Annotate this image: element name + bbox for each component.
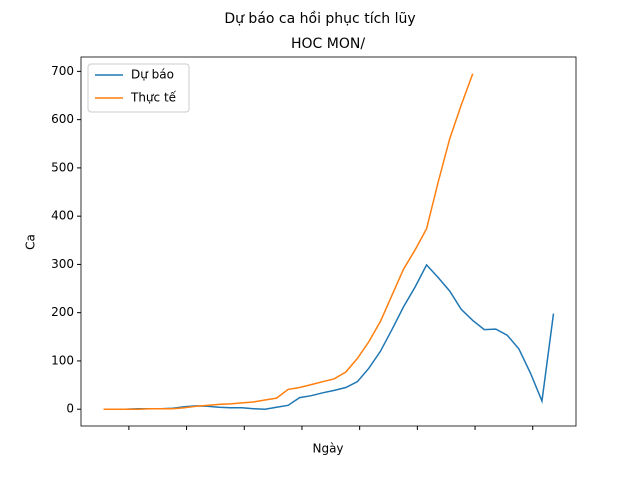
y-tick-label: 200 [51, 305, 74, 319]
line [103, 263, 555, 410]
y-axis-label: Ca [24, 234, 38, 250]
y-tick-label: 500 [51, 160, 74, 174]
plot-frame [80, 56, 577, 427]
legend-box [87, 63, 190, 113]
y-tick-label: 100 [51, 353, 74, 367]
chart-title: Dự báo ca hồi phục tích lũy [224, 10, 415, 27]
y-tick-label: 400 [51, 209, 74, 223]
chart-subtitle: HOC MON/ [291, 36, 365, 52]
y-tick-label: 600 [51, 112, 74, 126]
legend-label: Dự báo [131, 68, 174, 82]
x-axis-label: Ngày [312, 442, 343, 456]
y-tick-label: 300 [51, 257, 74, 271]
line [103, 73, 474, 410]
legend-label: Thực tế [130, 91, 177, 105]
y-tick-label: 700 [51, 64, 74, 78]
y-tick-label: 0 [66, 402, 74, 416]
